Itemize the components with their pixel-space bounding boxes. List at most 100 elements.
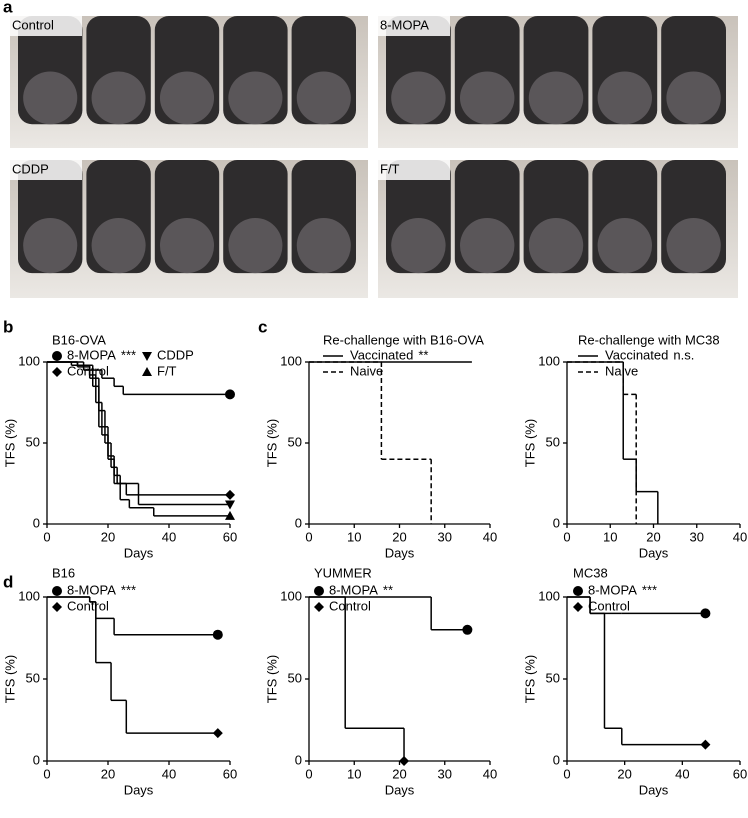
tumor (528, 71, 584, 125)
x-tick-label: 10 (603, 529, 617, 544)
label-bg (378, 16, 450, 36)
photo: CDDP (10, 160, 368, 298)
y-tick-label: 100 (538, 588, 560, 603)
y-axis-label: TFS (%) (2, 419, 17, 467)
label-bg (10, 16, 82, 36)
legend-marker (314, 586, 324, 596)
x-tick-label: 30 (690, 529, 704, 544)
legend-label: 8-MOPA (67, 582, 116, 597)
tumor (228, 217, 283, 274)
y-tick-label: 50 (288, 434, 302, 449)
x-tick-label: 0 (305, 529, 312, 544)
significance: ** (383, 582, 393, 597)
y-tick-label: 100 (280, 353, 302, 368)
x-tick-label: 60 (733, 766, 747, 781)
chart-title: B16 (52, 565, 75, 580)
x-tick-label: 0 (563, 529, 570, 544)
legend-label: CDDP (157, 347, 194, 362)
y-tick-label: 0 (553, 752, 560, 767)
legend-marker (573, 602, 583, 612)
legend-marker (52, 351, 62, 361)
legend-marker (52, 367, 62, 377)
marker (225, 389, 235, 400)
y-axis-label: TFS (%) (264, 419, 279, 467)
marker (212, 728, 223, 739)
tumor (528, 217, 584, 274)
significance: ** (418, 347, 428, 362)
photo: Control (10, 16, 368, 148)
marker (212, 629, 223, 640)
label-bg (378, 160, 450, 180)
chart-title: B16-OVA (52, 332, 106, 347)
x-tick-label: 10 (347, 529, 361, 544)
panel-label: b (3, 317, 13, 336)
x-tick-label: 40 (733, 529, 747, 544)
legend-label: Control (588, 598, 630, 613)
marker (700, 739, 711, 750)
marker (225, 500, 235, 510)
x-axis-label: Days (385, 782, 415, 797)
y-tick-label: 50 (26, 670, 40, 685)
x-tick-label: 0 (43, 766, 50, 781)
tumor (91, 217, 146, 274)
legend-label: F/T (157, 363, 177, 378)
tumor (23, 71, 78, 125)
tumor (296, 217, 351, 274)
photo-label: Control (12, 17, 54, 32)
y-tick-label: 0 (553, 515, 560, 530)
legend-marker (573, 586, 583, 596)
legend-marker (142, 367, 152, 376)
y-tick-label: 50 (288, 670, 302, 685)
x-tick-label: 20 (392, 766, 406, 781)
photo: 8-MOPA (378, 16, 738, 148)
y-axis-label: TFS (%) (264, 655, 279, 703)
significance: *** (121, 347, 136, 362)
x-axis-label: Days (639, 782, 669, 797)
x-tick-label: 30 (438, 529, 452, 544)
x-axis-label: Days (124, 545, 154, 560)
legend-label: Control (67, 363, 109, 378)
photo-label: F/T (380, 161, 400, 176)
y-tick-label: 0 (33, 515, 40, 530)
marker (399, 756, 410, 766)
marker (462, 624, 473, 635)
legend-marker (314, 602, 324, 612)
photo-label: CDDP (12, 161, 49, 176)
legend-marker (52, 602, 62, 612)
tumor (597, 71, 653, 125)
significance: *** (121, 582, 136, 597)
marker (225, 510, 235, 520)
x-tick-label: 40 (162, 529, 176, 544)
marker (225, 489, 235, 500)
y-axis-label: TFS (%) (522, 655, 537, 703)
x-tick-label: 60 (223, 766, 237, 781)
tumor (459, 71, 515, 125)
legend-label: Vaccinated (350, 347, 413, 362)
significance: *** (642, 582, 657, 597)
y-tick-label: 100 (538, 353, 560, 368)
x-tick-label: 40 (483, 529, 497, 544)
legend-label: Naive (350, 363, 383, 378)
y-axis-label: TFS (%) (2, 655, 17, 703)
legend-label: 8-MOPA (329, 582, 378, 597)
x-tick-label: 0 (43, 529, 50, 544)
x-tick-label: 20 (617, 766, 631, 781)
panel-label: d (3, 572, 13, 591)
tumor (23, 217, 78, 274)
x-axis-label: Days (124, 782, 154, 797)
legend-label: Naive (605, 363, 638, 378)
tumor (391, 71, 446, 125)
label-bg (10, 160, 82, 180)
y-tick-label: 0 (295, 752, 302, 767)
photo: F/T (378, 160, 738, 298)
chart-title: Re-challenge with MC38 (578, 332, 720, 347)
x-tick-label: 20 (101, 766, 115, 781)
x-tick-label: 40 (162, 766, 176, 781)
legend-label: Control (329, 598, 371, 613)
y-tick-label: 50 (546, 434, 560, 449)
y-tick-label: 50 (26, 434, 40, 449)
y-tick-label: 100 (280, 588, 302, 603)
x-axis-label: Days (385, 545, 415, 560)
y-tick-label: 100 (18, 353, 40, 368)
